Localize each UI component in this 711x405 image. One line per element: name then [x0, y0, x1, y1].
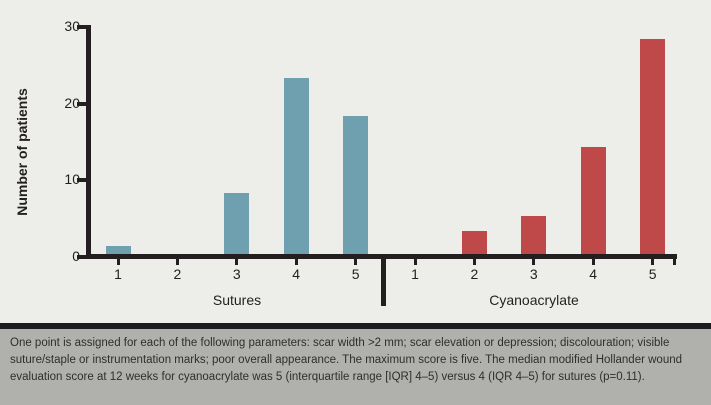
bar-sutures-score-1 [105, 246, 131, 254]
separator-bar [0, 323, 711, 329]
x-axis-tick [591, 259, 595, 265]
bar-cyanoacrylate-score-3 [521, 215, 547, 254]
bar-sutures-score-3 [224, 192, 250, 254]
x-axis-tick [472, 259, 476, 265]
y-axis-label: Number of patients [14, 88, 30, 216]
y-axis-tick [77, 178, 86, 183]
caption-text: One point is assigned for each of the fo… [0, 329, 711, 405]
y-axis-tick-label: 10 [64, 171, 80, 188]
x-axis-tick [294, 259, 298, 265]
bar-sutures-score-4 [283, 77, 309, 254]
x-axis-end-tick [673, 259, 676, 265]
bar-sutures-score-5 [343, 115, 369, 254]
group-label-sutures: Sutures [212, 292, 262, 308]
x-axis-tick-label: 5 [351, 266, 360, 282]
y-axis-tick [77, 24, 86, 29]
x-axis-tick-label: 3 [232, 266, 241, 282]
y-axis-line [86, 25, 91, 259]
x-axis-tick [116, 259, 120, 265]
x-axis-tick-label: 3 [529, 266, 538, 282]
group-label-cyanoacrylate: Cyanoacrylate [489, 292, 579, 308]
x-axis-tick [651, 259, 655, 265]
x-axis-tick [413, 259, 417, 265]
x-axis-tick-label: 5 [648, 266, 657, 282]
bar-cyanoacrylate-score-4 [580, 146, 606, 254]
x-axis-tick-label: 4 [292, 266, 301, 282]
bar-chart: Number of patients Sutures Cyanoacrylate… [14, 17, 677, 308]
x-axis-tick-label: 1 [411, 266, 419, 282]
x-axis-tick-label: 1 [114, 266, 122, 282]
x-axis-tick [235, 259, 239, 265]
y-axis-tick [77, 255, 86, 259]
y-axis-tick [77, 101, 86, 106]
y-axis-tick-label: 20 [64, 94, 80, 111]
y-axis-tick-label: 30 [64, 17, 80, 34]
x-axis-tick [532, 259, 536, 265]
bar-cyanoacrylate-score-2 [461, 230, 487, 254]
y-axis-tick-label: 0 [72, 248, 80, 264]
bar-cyanoacrylate-score-5 [640, 39, 666, 254]
group-divider-line [381, 255, 386, 306]
x-axis-tick-label: 2 [173, 266, 182, 282]
x-axis-tick [354, 259, 358, 265]
x-axis-tick [175, 259, 179, 265]
x-axis-tick-label: 2 [470, 266, 479, 282]
x-axis-tick-label: 4 [589, 266, 598, 282]
